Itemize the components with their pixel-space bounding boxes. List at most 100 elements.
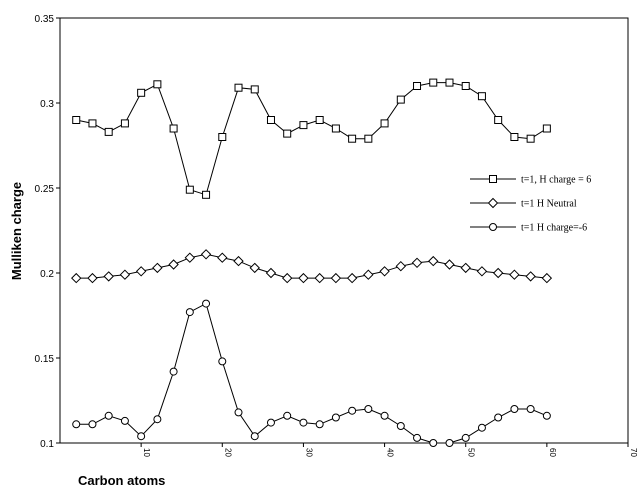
data-point xyxy=(395,260,407,272)
data-point xyxy=(510,133,519,141)
data-point xyxy=(364,134,373,143)
data-point xyxy=(104,411,113,420)
data-point xyxy=(331,124,340,133)
data-point xyxy=(445,78,454,87)
data-point xyxy=(460,262,471,274)
data-point xyxy=(88,420,97,429)
data-point xyxy=(250,432,259,441)
data-point xyxy=(476,266,488,277)
data-point xyxy=(330,272,342,284)
data-point xyxy=(72,420,81,429)
data-point xyxy=(233,255,244,267)
data-point xyxy=(281,272,293,284)
data-point xyxy=(428,255,439,267)
data-point xyxy=(103,271,114,282)
y-axis-title: Mulliken charge xyxy=(9,182,24,280)
legend-label: t=1, H charge = 6 xyxy=(521,175,591,186)
data-point xyxy=(477,92,486,101)
y-tick-label: 0.25 xyxy=(35,184,55,195)
data-point xyxy=(477,423,486,432)
data-point xyxy=(135,266,147,277)
data-point xyxy=(266,418,275,427)
data-point xyxy=(120,119,129,128)
data-point xyxy=(396,422,405,430)
data-point xyxy=(510,405,519,413)
data-point xyxy=(104,127,113,136)
data-point xyxy=(249,262,260,274)
x-tick-label: 30 xyxy=(304,448,313,457)
data-point xyxy=(185,308,194,317)
data-point xyxy=(541,272,553,284)
data-point xyxy=(218,133,227,141)
data-point xyxy=(525,271,536,282)
y-ticks: 0.1 0.15 0.2 0.25 0.3 0.35 xyxy=(35,14,60,450)
data-point xyxy=(346,272,358,284)
data-point xyxy=(234,408,243,417)
y-tick-label: 0.15 xyxy=(35,354,55,365)
data-point xyxy=(234,83,243,92)
data-point xyxy=(348,406,357,415)
x-tick-label: 50 xyxy=(467,448,476,457)
data-point xyxy=(87,272,98,284)
data-point xyxy=(218,357,227,366)
series-layer xyxy=(71,78,553,447)
y-tick-label: 0.35 xyxy=(35,14,55,25)
data-point xyxy=(71,272,82,284)
y-tick-label: 0.2 xyxy=(40,269,54,280)
series-line xyxy=(76,253,547,279)
data-point xyxy=(152,262,163,274)
data-point xyxy=(494,116,503,124)
x-ticks: 10 20 30 40 50 60 70 xyxy=(140,443,638,457)
data-point xyxy=(120,416,129,425)
legend-item: t=1 H charge=-6 xyxy=(470,223,587,234)
data-point xyxy=(168,259,179,270)
series-line xyxy=(76,302,548,444)
axes xyxy=(59,17,629,444)
data-point xyxy=(348,134,357,143)
data-point xyxy=(445,439,454,447)
data-point xyxy=(266,116,275,124)
data-point xyxy=(153,415,162,424)
legend-label: t=1 H Neutral xyxy=(521,199,577,210)
x-tick-label: 60 xyxy=(548,448,557,457)
data-point xyxy=(461,82,470,90)
data-point xyxy=(72,116,81,124)
legend-marker xyxy=(487,197,499,209)
data-point xyxy=(283,129,292,138)
data-point xyxy=(379,266,390,277)
data-point xyxy=(444,259,455,270)
data-point xyxy=(169,124,178,133)
series-1 xyxy=(72,78,551,199)
data-point xyxy=(137,432,146,441)
data-point xyxy=(119,269,131,280)
data-point xyxy=(461,433,470,442)
data-point xyxy=(202,299,211,308)
series-line xyxy=(76,82,548,196)
series-2 xyxy=(71,249,553,284)
x-tick-label: 20 xyxy=(223,448,232,457)
data-point xyxy=(413,82,422,90)
series-3 xyxy=(72,299,551,447)
data-point xyxy=(494,413,503,422)
data-point xyxy=(283,411,292,420)
data-point xyxy=(526,134,535,143)
x-tick-label: 40 xyxy=(386,448,395,457)
data-point xyxy=(380,411,389,420)
data-point xyxy=(542,411,551,420)
y-tick-label: 0.3 xyxy=(40,99,54,110)
x-tick-label: 10 xyxy=(142,448,151,457)
data-point xyxy=(200,249,212,260)
legend-marker xyxy=(489,175,497,183)
data-point xyxy=(298,272,309,284)
data-point xyxy=(314,272,325,284)
data-point xyxy=(169,367,178,376)
data-point xyxy=(217,252,228,263)
data-point xyxy=(153,80,162,89)
data-point xyxy=(299,121,308,130)
legend-item: t=1 H Neutral xyxy=(470,197,577,210)
data-point xyxy=(202,190,211,199)
data-point xyxy=(429,78,438,87)
data-point xyxy=(380,119,389,128)
data-point xyxy=(526,405,535,413)
data-point xyxy=(184,252,196,263)
